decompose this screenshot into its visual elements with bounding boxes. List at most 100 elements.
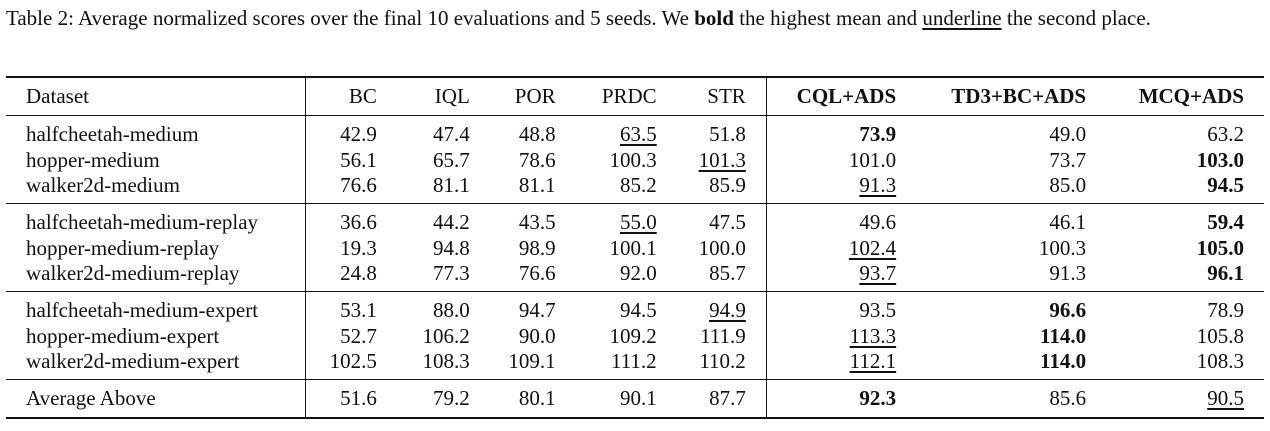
score-cell-td3-bc-ads: 96.6 [896,292,1086,324]
score-cell-iql: 77.3 [377,261,470,292]
score-cell-prdc: 85.2 [556,173,657,204]
dataset-name-cell: halfcheetah-medium [6,115,307,147]
score-value: 81.1 [518,173,556,197]
score-value: 109.1 [508,349,556,373]
score-cell-por: 98.9 [470,235,556,261]
dataset-name-cell: walker2d-medium-replay [6,261,307,292]
score-cell-bc: 56.1 [306,147,377,173]
score-cell-cql-ads: 101.0 [766,147,896,173]
score-cell-str: 100.0 [656,235,767,261]
score-cell-mcq-ads: 63.2 [1086,116,1264,148]
column-header-cql-ads: CQL+ADS [796,84,897,108]
score-value: 63.2 [1207,122,1244,146]
score-value: 47.4 [433,122,470,146]
score-value: 65.7 [433,147,470,172]
score-cell-iql: 44.2 [377,204,470,236]
table-row: hopper-medium 56.1 65.7 78.6 100.3 101.3 101.0… [6,147,1264,173]
score-value: 92.0 [619,261,657,285]
score-cell-mcq-ads: 94.5 [1086,173,1264,204]
score-cell-cql-ads: 112.1 [766,349,896,380]
score-value: 46.1 [1049,210,1087,234]
score-cell-por: 43.5 [470,204,556,236]
score-value: 73.7 [1049,147,1087,172]
score-value: 105.8 [1196,323,1244,348]
score-value: 93.5 [859,298,897,322]
score-value: 49.6 [859,210,897,234]
score-cell-por: 109.1 [470,349,556,380]
score-cell-prdc: 111.2 [556,349,657,380]
score-cell-bc: 102.5 [306,349,377,380]
score-cell-str: 111.9 [656,323,767,349]
caption-underline-word: underline [922,6,1002,30]
score-cell-cql-ads: 49.6 [766,204,896,236]
results-table: Dataset BC IQL POR PRDC STR CQL+ADS TD3+… [6,76,1264,419]
score-cell-str: 110.2 [656,349,767,380]
score-cell-prdc: 100.1 [556,235,656,261]
best-score: 59.4 [1207,210,1244,234]
score-cell-str: 47.5 [656,203,767,235]
score-cell-mcq-ads: 103.0 [1086,147,1264,173]
score-value: 47.5 [709,210,746,234]
column-header-prdc: PRDC [601,84,657,108]
second-score: 102.4 [848,235,897,260]
score-value: 88.0 [433,298,470,322]
score-value: 111.9 [700,323,746,348]
score-cell-cql-ads: 91.3 [766,173,896,204]
score-cell-prdc: 109.2 [556,323,656,349]
score-cell-mcq-ads: 59.4 [1086,204,1264,236]
second-score: 94.9 [709,298,746,322]
column-header-mcq-ads: MCQ+ADS [1138,84,1244,108]
score-value: 94.8 [433,235,470,260]
score-cell-bc: 19.3 [306,235,377,261]
best-score: 105.0 [1196,235,1244,260]
score-cell-cql-ads: 113.3 [766,323,896,349]
dataset-name-cell: Average Above [6,379,307,418]
dataset-name-cell: walker2d-medium [6,173,307,204]
score-value: 80.1 [518,386,556,410]
second-score: 63.5 [619,122,657,146]
caption-text-1: Table 2: Average normalized scores over … [6,6,695,30]
score-value: 77.3 [433,261,470,285]
score-value: 102.5 [329,349,377,373]
score-value: 79.2 [433,386,470,410]
table-row: hopper-medium-replay 19.3 94.8 98.9 100.1 100… [6,235,1264,261]
score-cell-str: 101.3 [656,147,767,173]
score-cell-cql-ads: 93.5 [766,292,896,324]
score-cell-td3-bc-ads: 85.0 [896,173,1086,204]
score-value: 24.8 [340,261,377,285]
score-cell-td3-bc-ads: 114.0 [896,349,1086,380]
score-value: 53.1 [340,298,377,322]
best-score: 96.6 [1049,298,1087,322]
score-cell-mcq-ads: 108.3 [1086,349,1264,380]
score-value: 52.7 [340,323,377,348]
table-header-row: Dataset BC IQL POR PRDC STR CQL+ADS TD3+… [6,77,1264,116]
score-value: 100.3 [609,147,657,172]
score-value: 36.6 [340,210,377,234]
score-cell-str: 85.9 [656,173,767,204]
best-score: 94.5 [1207,173,1244,197]
score-value: 51.8 [709,122,746,146]
score-cell-prdc: 63.5 [556,116,657,148]
score-cell-cql-ads: 102.4 [766,235,896,261]
score-cell-td3-bc-ads: 73.7 [896,147,1086,173]
score-cell-prdc: 94.5 [556,292,657,324]
best-score: 96.1 [1207,261,1244,285]
column-header-por: POR [514,84,556,108]
score-cell-iql: 88.0 [377,292,470,324]
score-value: 51.6 [340,386,377,410]
score-cell-por: 80.1 [470,380,556,419]
column-header-bc: BC [348,84,377,108]
score-cell-cql-ads: 92.3 [766,380,896,419]
score-cell-str: 94.9 [656,291,767,323]
score-value: 81.1 [433,173,470,197]
score-value: 87.7 [709,386,746,410]
score-cell-por: 90.0 [470,323,556,349]
table-row: Average Above 51.6 79.2 80.1 90.1 87.7 92.3 85.… [6,379,1264,419]
best-score: 92.3 [859,386,897,410]
score-cell-mcq-ads: 96.1 [1086,261,1264,292]
score-cell-iql: 94.8 [377,235,470,261]
dataset-name-cell: walker2d-medium-expert [6,349,307,380]
score-cell-iql: 81.1 [377,173,470,204]
score-value: 19.3 [340,235,377,260]
table-row: halfcheetah-medium-expert 53.1 88.0 94.7 94.… [6,291,1264,324]
